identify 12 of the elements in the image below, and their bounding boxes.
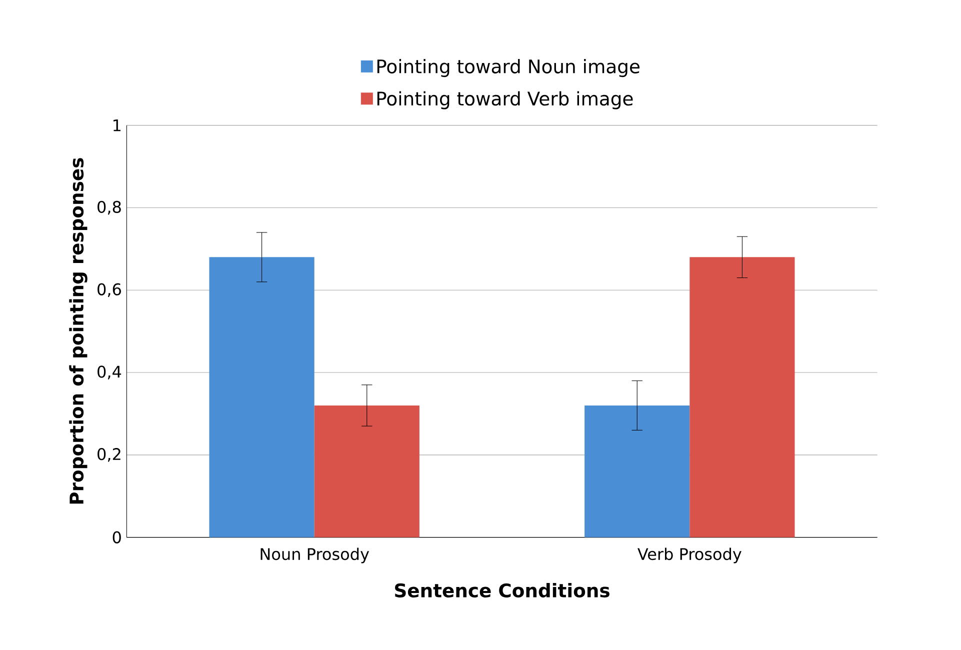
y-tick-label: 0 <box>112 531 121 544</box>
legend-label: Pointing toward Verb image <box>377 91 633 110</box>
x-tick-label: Verb Prosody <box>638 548 742 564</box>
y-tick-label: 0,6 <box>98 283 121 297</box>
y-tick-label: 0,4 <box>98 366 122 380</box>
x-axis-title: Sentence Conditions <box>395 583 610 598</box>
y-tick-label: 0,2 <box>98 448 120 462</box>
legend-label: Pointing toward Noun image <box>377 59 640 78</box>
x-tick-label: Noun Prosody <box>260 548 370 564</box>
y-tick-label: 0,8 <box>98 200 121 215</box>
y-axis-title: Proportion of pointing responses <box>69 158 88 504</box>
y-tick-label: 1 <box>114 119 120 132</box>
